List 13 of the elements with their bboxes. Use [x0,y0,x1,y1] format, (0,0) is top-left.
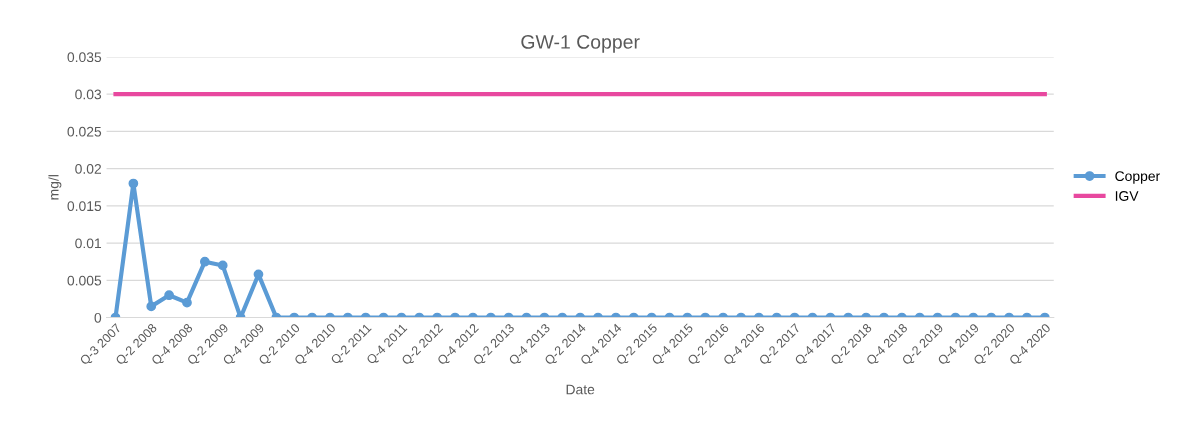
chart-title: GW-1 Copper [521,35,640,53]
y-tick-label: 0.005 [67,275,102,286]
y-tick-label: 0.025 [67,126,102,137]
legend-label: IGV [1115,191,1139,201]
y-tick-label: 0.03 [75,89,102,100]
x-axis-title: Date [566,384,595,395]
y-tick-label: 0.02 [75,163,101,174]
y-tick-label: 0.035 [67,52,102,63]
y-tick-label: 0.015 [67,201,102,212]
legend-label: Copper [1115,171,1160,184]
y-axis-title: mg/l [48,175,62,200]
y-tick-label: 0.01 [75,238,102,249]
y-tick-label: 0 [94,312,102,323]
